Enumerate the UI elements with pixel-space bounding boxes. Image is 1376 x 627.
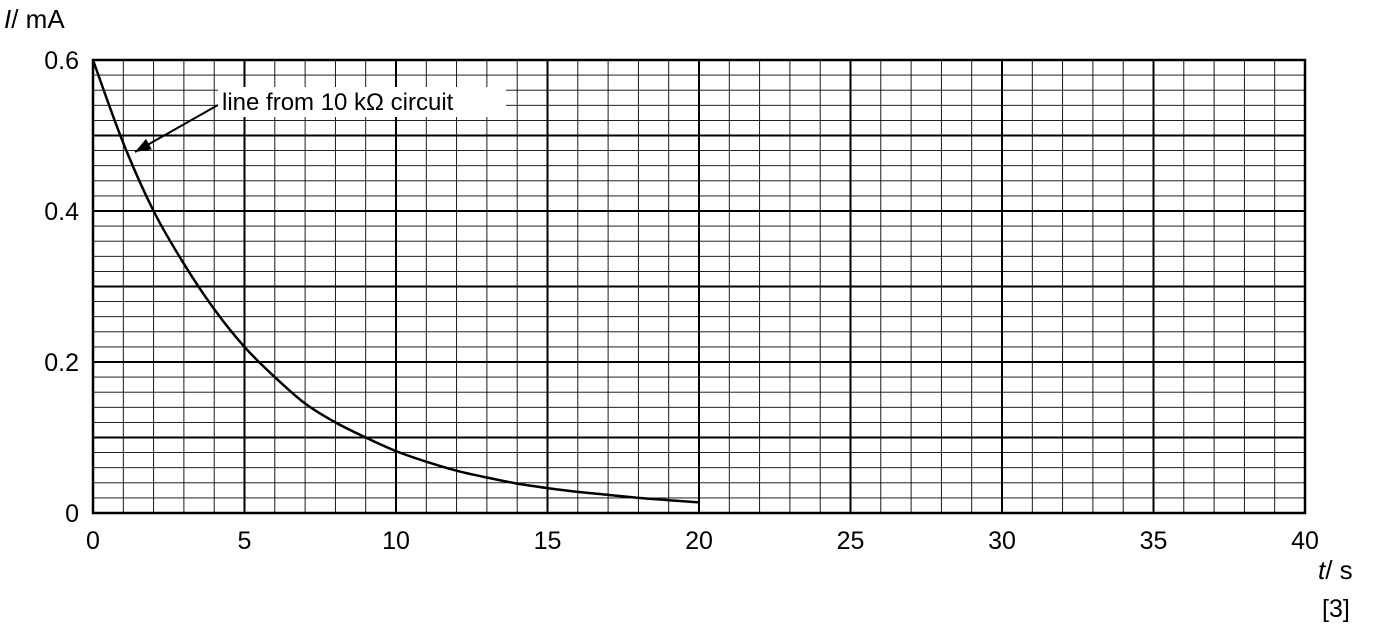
y-axis-symbol: I [4,4,11,34]
x-axis-symbol: t [1318,555,1327,585]
x-axis-unit: / s [1325,555,1352,585]
x-tick-label: 35 [1140,527,1168,555]
x-tick-label: 0 [86,527,100,555]
annotation-background [218,87,506,117]
y-tick-label: 0.2 [44,349,79,377]
x-tick-label: 30 [988,527,1016,555]
grid [92,59,1306,514]
tick-labels: 0 5 10 15 20 25 30 35 40 0 0.2 0.4 0.6 [44,47,1319,555]
series-group [91,59,700,504]
series-line [91,59,700,504]
x-tick-label: 40 [1291,527,1319,555]
marks-label: [3] [1322,595,1350,623]
x-tick-label: 15 [534,527,562,555]
y-tick-label: 0 [65,500,79,528]
annotation-text: line from 10 kΩ circuit [222,89,454,116]
y-tick-label: 0.6 [44,47,79,75]
plot-frame [91,58,1307,515]
y-axis-label: I/ mA [4,4,65,34]
annotation: line from 10 kΩ circuit [134,87,506,153]
x-tick-label: 5 [238,527,252,555]
x-axis-label: t/ s [1318,555,1353,585]
annotation-arrowhead [135,138,152,152]
plot-border [91,58,1307,515]
x-tick-label: 10 [382,527,410,555]
x-tick-label: 25 [837,527,865,555]
y-tick-label: 0.4 [44,198,79,226]
x-tick-label: 20 [685,527,713,555]
y-axis-unit: / mA [11,4,65,34]
